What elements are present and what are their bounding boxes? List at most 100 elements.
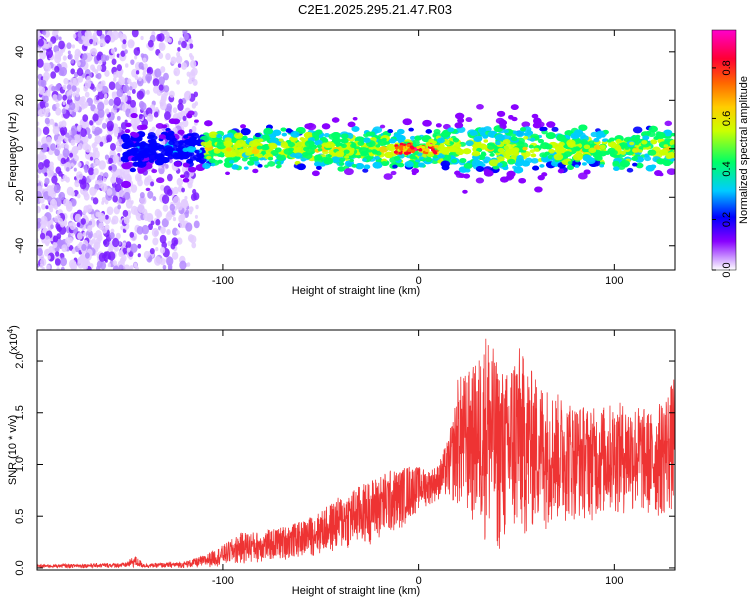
spectral-point <box>62 148 70 158</box>
spectral-point <box>314 161 322 167</box>
spectral-point <box>553 153 564 161</box>
spectral-point <box>101 122 107 129</box>
spectral-point <box>64 137 69 143</box>
y-tick-label: 0 <box>14 146 26 152</box>
spectral-point <box>100 261 107 270</box>
spectral-point <box>103 238 110 248</box>
spectral-point <box>193 220 200 229</box>
spectral-point <box>217 159 223 164</box>
spectral-point <box>151 227 159 238</box>
spectral-point <box>127 78 132 84</box>
spectral-point <box>337 166 345 172</box>
spectral-point <box>188 128 193 134</box>
spectral-point <box>37 121 40 126</box>
y-tick-label: 1.5 <box>14 405 26 420</box>
spectral-point <box>154 256 162 266</box>
spectral-point <box>580 139 588 145</box>
spectral-point <box>484 171 490 176</box>
spectral-point <box>274 147 282 153</box>
spectral-point <box>104 34 111 44</box>
colorbar <box>711 29 737 271</box>
spectral-point <box>97 174 103 181</box>
spectral-point <box>165 164 169 169</box>
spectral-point <box>77 33 82 38</box>
spectral-point <box>623 137 630 142</box>
spectral-point <box>463 173 471 179</box>
y-tick-label: 40 <box>14 46 26 58</box>
spectral-point <box>136 90 144 100</box>
spectral-point <box>111 172 117 179</box>
spectral-point <box>37 47 41 52</box>
spectral-point <box>132 123 139 132</box>
spectral-point <box>124 129 131 134</box>
spectral-point <box>188 71 196 81</box>
spectral-point <box>45 248 50 255</box>
spectral-point <box>42 154 47 160</box>
spectral-point <box>96 64 102 72</box>
spectral-point <box>181 199 189 209</box>
spectral-point <box>88 72 93 77</box>
spectral-point <box>296 163 306 171</box>
spectral-point <box>85 102 89 107</box>
spectral-point <box>40 79 47 88</box>
spectral-point <box>339 161 345 166</box>
spectral-point <box>146 76 151 82</box>
spectral-point <box>151 144 160 151</box>
spectral-point <box>121 94 128 103</box>
spectral-point <box>37 206 41 212</box>
spectral-point <box>190 193 197 202</box>
spectral-point <box>189 43 194 49</box>
spectral-point <box>539 126 546 132</box>
spectral-point <box>157 144 165 150</box>
spectral-point <box>411 168 419 174</box>
spectral-point <box>72 33 77 39</box>
spectral-point <box>118 146 123 152</box>
spectral-point <box>626 167 634 173</box>
y-tick-label: -20 <box>14 189 26 205</box>
spectral-point <box>160 184 165 191</box>
spectral-point <box>451 158 458 164</box>
spectral-point <box>50 143 57 151</box>
spectral-point <box>558 141 565 147</box>
spectral-point <box>77 161 82 168</box>
spectral-point <box>593 137 600 143</box>
spectral-point <box>241 135 248 140</box>
y-tick-label: 20 <box>14 94 26 106</box>
spectral-point <box>304 123 313 129</box>
spectral-point <box>65 132 70 139</box>
spectral-point <box>397 162 405 168</box>
spectral-peak-point <box>431 148 436 152</box>
spectral-point <box>472 144 479 149</box>
spectral-point <box>37 179 40 184</box>
spectral-point <box>74 57 79 63</box>
spectral-point <box>666 168 675 176</box>
spectral-point <box>475 165 485 172</box>
spectral-point <box>269 137 278 144</box>
spectral-point <box>54 258 61 266</box>
snr-multiplier-exp: 4 <box>6 328 15 333</box>
spectral-point <box>183 91 192 101</box>
spectral-point <box>154 158 165 166</box>
spectral-point <box>60 257 68 267</box>
spectral-point <box>147 39 154 48</box>
spectral-point <box>95 229 102 239</box>
spectral-point <box>331 117 340 123</box>
x-tick-label: 0 <box>416 275 422 287</box>
spectral-point <box>404 161 414 168</box>
spectral-point <box>194 119 199 123</box>
spectral-point <box>143 63 148 69</box>
spectrogram-ylabel: Frequency (Hz) <box>7 112 19 188</box>
spectral-point <box>56 233 62 240</box>
spectral-point <box>350 143 357 149</box>
spectral-point <box>532 165 540 171</box>
spectral-point <box>314 139 323 146</box>
spectral-point <box>131 132 140 138</box>
spectral-point <box>375 144 381 148</box>
spectral-point <box>40 215 48 225</box>
spectral-point <box>177 63 182 68</box>
spectral-point <box>170 56 177 65</box>
spectral-point <box>91 238 96 244</box>
spectral-point <box>455 112 465 120</box>
spectral-peak-point <box>434 145 439 149</box>
spectral-point <box>408 127 414 132</box>
